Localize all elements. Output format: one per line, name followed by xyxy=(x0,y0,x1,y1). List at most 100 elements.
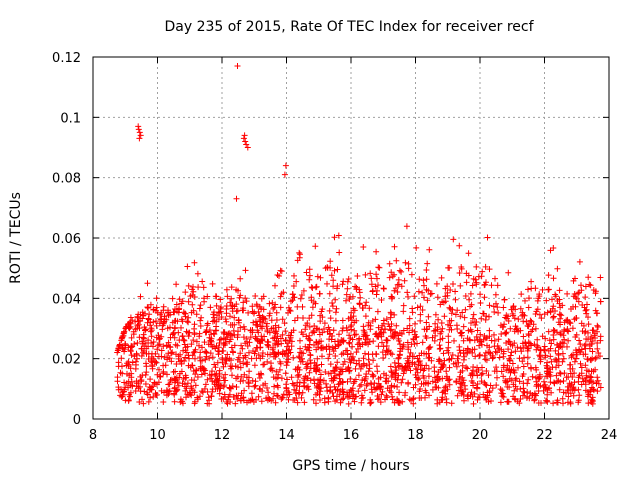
data-point xyxy=(477,331,484,338)
data-point xyxy=(589,394,596,401)
data-point xyxy=(568,354,575,361)
data-point xyxy=(158,315,165,322)
data-point xyxy=(196,342,202,349)
data-point xyxy=(528,285,535,292)
data-point xyxy=(396,267,403,274)
data-point xyxy=(398,283,405,290)
data-point xyxy=(226,338,233,345)
data-point xyxy=(180,336,187,343)
data-point xyxy=(460,356,467,363)
data-point xyxy=(369,288,376,295)
data-point xyxy=(532,325,539,332)
data-point xyxy=(536,291,543,298)
data-point xyxy=(553,399,560,406)
data-point xyxy=(510,303,517,310)
data-point xyxy=(349,353,356,360)
data-point xyxy=(392,285,399,292)
data-point xyxy=(395,354,402,361)
data-point xyxy=(397,341,403,348)
data-point xyxy=(188,385,195,392)
data-point xyxy=(125,397,132,404)
data-point xyxy=(524,389,531,395)
data-point xyxy=(586,281,593,288)
data-point xyxy=(347,323,354,330)
data-point xyxy=(576,337,583,344)
data-point xyxy=(372,316,379,323)
data-point xyxy=(470,311,477,318)
data-point xyxy=(523,318,530,325)
data-point xyxy=(346,340,353,347)
data-point xyxy=(367,322,374,329)
data-point xyxy=(194,394,201,401)
data-point xyxy=(355,372,362,379)
data-point xyxy=(426,344,433,351)
data-point xyxy=(474,381,481,387)
data-point xyxy=(132,388,139,394)
data-point xyxy=(249,308,256,315)
data-point xyxy=(162,362,169,369)
data-point xyxy=(314,273,321,280)
data-point xyxy=(508,366,515,373)
data-point xyxy=(391,359,398,366)
data-point xyxy=(356,383,363,390)
data-point xyxy=(501,321,508,328)
data-point xyxy=(472,276,479,283)
data-point xyxy=(597,384,604,391)
data-point xyxy=(483,368,490,374)
data-point xyxy=(238,373,245,380)
data-point xyxy=(352,365,359,372)
data-point xyxy=(262,380,269,387)
data-point xyxy=(479,370,486,377)
data-point xyxy=(306,266,313,273)
data-point xyxy=(587,373,594,380)
data-point xyxy=(326,336,333,343)
data-point xyxy=(569,386,576,393)
data-point xyxy=(398,379,405,386)
data-point xyxy=(294,314,301,321)
data-point xyxy=(456,376,463,383)
data-point xyxy=(494,343,501,349)
data-point xyxy=(582,294,589,301)
data-point xyxy=(483,382,490,389)
data-point xyxy=(505,398,512,405)
data-point xyxy=(368,281,375,288)
data-point xyxy=(313,346,320,353)
data-point xyxy=(559,339,566,346)
data-point xyxy=(341,358,348,365)
data-point xyxy=(279,350,286,357)
data-point xyxy=(459,362,466,369)
data-point xyxy=(415,288,422,295)
data-point xyxy=(252,335,259,342)
data-point xyxy=(320,377,327,384)
data-point xyxy=(429,386,436,393)
data-point xyxy=(172,306,178,312)
data-point xyxy=(266,312,273,319)
data-point xyxy=(547,373,554,380)
data-point xyxy=(469,371,476,378)
data-point xyxy=(176,305,183,312)
data-point xyxy=(201,365,208,372)
data-point xyxy=(353,360,360,367)
data-point xyxy=(199,357,205,364)
data-point xyxy=(153,392,159,399)
data-point xyxy=(551,328,558,334)
data-point xyxy=(171,379,178,386)
data-point xyxy=(445,321,451,328)
data-point xyxy=(117,369,124,376)
data-point xyxy=(484,342,490,349)
data-point xyxy=(182,344,189,351)
data-point xyxy=(340,325,346,332)
x-tick-label: 16 xyxy=(343,428,360,443)
data-point xyxy=(294,399,301,406)
data-point xyxy=(240,299,247,306)
data-point xyxy=(389,294,396,301)
data-point xyxy=(201,339,208,346)
data-point xyxy=(518,291,525,298)
data-point xyxy=(209,318,216,325)
data-point xyxy=(208,337,214,344)
data-point xyxy=(347,293,354,300)
data-point xyxy=(393,322,400,329)
data-point xyxy=(229,302,236,309)
data-point xyxy=(333,365,340,371)
outlier-point xyxy=(135,123,142,130)
